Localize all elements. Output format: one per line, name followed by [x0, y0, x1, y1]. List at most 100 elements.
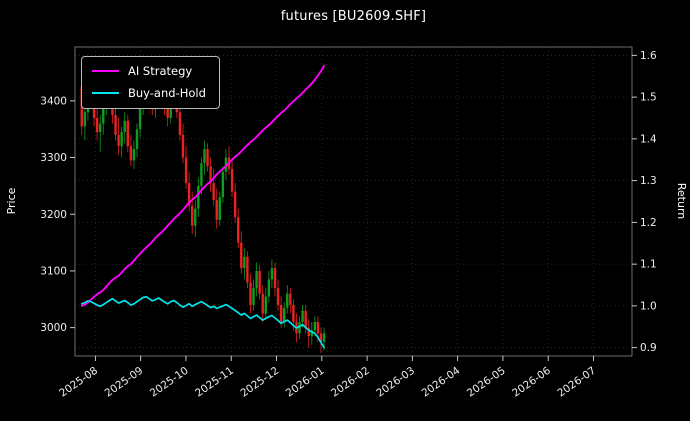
candle-body [123, 120, 126, 133]
x-tick-label: 2025-08 [57, 365, 100, 400]
candle-body [310, 330, 313, 337]
candle-body [200, 163, 203, 186]
candle-body [102, 106, 105, 124]
x-tick-label: 2026-03 [374, 365, 417, 400]
candle-body [218, 197, 221, 220]
x-tick-label: 2026-06 [510, 364, 553, 399]
candle-body [126, 120, 129, 147]
candle-body [289, 293, 292, 305]
legend-label: Buy-and-Hold [128, 86, 206, 100]
candle-body [240, 242, 243, 269]
left-tick-label: 3400 [40, 95, 67, 107]
candle-body [184, 157, 188, 184]
chart-title: futures [BU2609.SHF] [280, 9, 427, 24]
right-tick-label: 1.0 [640, 300, 657, 312]
legend-item-ai-strategy: AI Strategy [92, 64, 206, 78]
buy-and-hold-line [80, 295, 325, 349]
candle-body [135, 129, 139, 150]
candle-body [258, 270, 261, 294]
left-tick-label: 3100 [40, 265, 67, 277]
candle-body [298, 321, 301, 334]
left-tick-label: 3200 [40, 209, 67, 221]
x-tick-label: 2026-02 [329, 365, 372, 400]
candle-body [246, 256, 249, 283]
candle-body [279, 304, 283, 322]
candle-body [178, 112, 182, 135]
candle-body [286, 293, 289, 308]
x-tick-label: 2025-12 [238, 365, 281, 400]
candle-body [166, 106, 169, 118]
candle-body [255, 270, 258, 288]
candle-body [230, 168, 234, 192]
candle-body [236, 217, 240, 243]
candle-body [181, 134, 185, 158]
right-tick-label: 0.9 [640, 342, 657, 354]
right-tick-label: 1.1 [640, 259, 657, 271]
left-tick-label: 3000 [40, 322, 67, 334]
candle-body [292, 304, 295, 322]
candle-body [276, 287, 280, 305]
right-tick-label: 1.6 [640, 50, 657, 62]
candle-body [129, 146, 133, 161]
candle-body [322, 333, 326, 342]
candle-body [190, 205, 194, 226]
plot-frame [74, 46, 633, 357]
candle-body [304, 310, 307, 328]
candle-body [138, 106, 142, 130]
candle-body [249, 282, 252, 305]
candle-body [282, 307, 286, 322]
buy-and-hold-line-swatch [92, 92, 119, 94]
candle-body [267, 279, 271, 297]
right-tick-label: 1.5 [640, 92, 657, 104]
candle-body [261, 293, 264, 314]
candle-body [95, 117, 99, 133]
right-tick-label: 1.4 [640, 133, 657, 145]
candle-body [319, 333, 323, 342]
candle-body [132, 149, 136, 161]
candle-body [187, 183, 191, 206]
x-tick-label: 2026-04 [420, 364, 463, 399]
candle-body [206, 149, 209, 167]
candle-body [243, 256, 246, 269]
candle-body [209, 166, 212, 184]
candle-body [215, 200, 218, 220]
x-tick-label: 2026-07 [555, 365, 598, 400]
x-tick-label: 2025-10 [148, 365, 191, 400]
candle-body [307, 327, 310, 337]
candle-body [270, 268, 274, 280]
candle-body [252, 287, 255, 305]
left-tick-label: 3300 [40, 152, 67, 164]
candle-body [194, 208, 197, 226]
candle-body [117, 134, 120, 147]
ai-strategy-line-swatch [92, 70, 119, 72]
legend-label: AI Strategy [128, 64, 193, 78]
candle-body [233, 191, 237, 218]
x-tick-label: 2025-11 [193, 365, 236, 400]
right-tick-label: 1.2 [640, 217, 657, 229]
x-tick-label: 2026-01 [284, 365, 327, 400]
candle-body [273, 268, 277, 288]
ai-strategy-line [80, 64, 326, 307]
candle-body [264, 296, 267, 314]
candle-body [212, 183, 215, 201]
candle-body [301, 310, 304, 322]
candle-body [169, 100, 172, 118]
candle-body [114, 115, 117, 135]
legend: AI Strategy Buy-and-Hold [81, 56, 220, 109]
right-tick-label: 1.3 [640, 175, 657, 187]
candle-body [120, 132, 123, 147]
left-axis-label: Price [5, 187, 18, 214]
candle-body [98, 123, 102, 133]
candle-body [221, 171, 225, 198]
candle-body [203, 149, 206, 164]
candle-body [83, 112, 87, 127]
x-tick-label: 2025-09 [103, 365, 146, 400]
candle-body [197, 185, 200, 209]
legend-item-buy-and-hold: Buy-and-Hold [92, 86, 206, 100]
right-axis-label: Return [675, 183, 688, 220]
candle-body [313, 321, 317, 331]
candle-body [316, 321, 320, 334]
x-tick-label: 2026-05 [465, 365, 508, 400]
